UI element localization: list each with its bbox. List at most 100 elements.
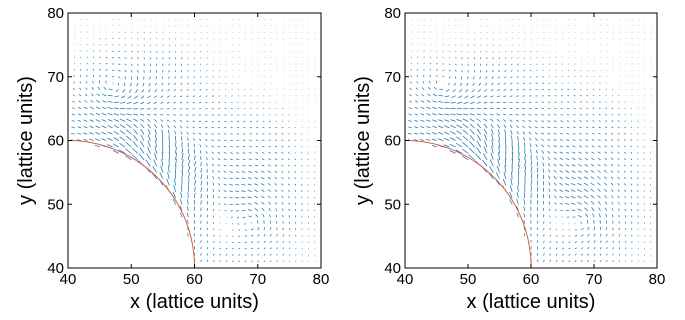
- velocity-arrow: [281, 158, 284, 161]
- velocity-arrow: [416, 81, 418, 84]
- velocity-arrow: [606, 240, 608, 243]
- velocity-arrow: [213, 234, 215, 237]
- velocity-arrow: [155, 140, 157, 148]
- velocity-arrow: [448, 70, 451, 72]
- velocity-arrow: [118, 70, 121, 72]
- velocity-arrow: [568, 241, 571, 243]
- velocity-arrow: [268, 145, 271, 148]
- velocity-arrow: [247, 177, 252, 180]
- velocity-arrow: [541, 120, 544, 122]
- velocity-arrow: [498, 134, 500, 141]
- velocity-arrow: [229, 190, 233, 192]
- velocity-arrow: [229, 152, 233, 154]
- velocity-arrow: [113, 107, 119, 110]
- velocity-arrow: [599, 247, 602, 250]
- velocity-arrow: [242, 152, 246, 154]
- velocity-arrow: [516, 125, 519, 129]
- velocity-arrow: [130, 70, 133, 73]
- velocity-arrow: [610, 164, 614, 167]
- velocity-arrow: [119, 118, 126, 122]
- velocity-arrow: [554, 202, 557, 205]
- velocity-arrow: [276, 253, 278, 256]
- velocity-arrow: [503, 172, 507, 180]
- velocity-arrow: [591, 157, 595, 161]
- velocity-arrow: [578, 151, 582, 154]
- velocity-arrow: [476, 128, 481, 135]
- velocity-arrow: [166, 101, 170, 104]
- velocity-arrow: [587, 240, 590, 243]
- velocity-arrow: [254, 183, 259, 186]
- velocity-arrow: [274, 170, 278, 173]
- velocity-arrow: [281, 177, 284, 180]
- velocity-arrow: [107, 119, 113, 122]
- x-axis-ticks-left: 40 50 60 70 80: [60, 13, 329, 288]
- velocity-arrow: [161, 89, 164, 92]
- velocity-arrow: [543, 240, 545, 243]
- velocity-arrow: [611, 195, 614, 199]
- velocity-arrow: [77, 113, 82, 116]
- velocity-arrow: [281, 152, 284, 154]
- x-tick-label: 60: [523, 271, 540, 288]
- velocity-arrow: [126, 113, 132, 116]
- velocity-arrow: [515, 119, 519, 122]
- velocity-arrow: [153, 101, 157, 104]
- velocity-arrow: [469, 129, 475, 135]
- velocity-arrow: [617, 195, 620, 199]
- velocity-arrow: [566, 126, 570, 129]
- velocity-arrow: [469, 135, 475, 141]
- velocity-arrow: [282, 247, 284, 250]
- velocity-arrow: [579, 126, 582, 129]
- velocity-arrow: [147, 146, 151, 154]
- velocity-arrow: [483, 146, 488, 154]
- velocity-arrow: [308, 260, 310, 262]
- velocity-arrow: [186, 101, 189, 104]
- velocity-arrow: [455, 63, 457, 66]
- velocity-arrow: [560, 126, 563, 129]
- velocity-arrow: [436, 69, 438, 71]
- velocity-arrow: [593, 247, 596, 250]
- velocity-arrow: [301, 165, 303, 167]
- velocity-arrow: [617, 164, 620, 167]
- velocity-arrow: [154, 124, 157, 129]
- velocity-arrow: [637, 177, 639, 180]
- velocity-arrow: [187, 199, 189, 205]
- velocity-arrow: [72, 107, 75, 110]
- velocity-arrow: [193, 138, 195, 141]
- velocity-arrow: [194, 173, 197, 180]
- velocity-arrow: [451, 95, 456, 98]
- velocity-arrow: [173, 185, 176, 192]
- velocity-arrow: [124, 76, 127, 80]
- velocity-arrow: [270, 253, 272, 256]
- velocity-arrow: [193, 76, 195, 78]
- velocity-arrow: [247, 202, 252, 205]
- velocity-arrow: [206, 247, 209, 250]
- velocity-arrow: [571, 209, 576, 212]
- velocity-arrow: [511, 152, 514, 161]
- velocity-arrow: [476, 147, 481, 154]
- velocity-arrow: [564, 189, 570, 192]
- velocity-arrow: [133, 113, 138, 116]
- velocity-arrow: [530, 186, 532, 192]
- velocity-arrow: [559, 189, 563, 192]
- velocity-arrow: [425, 138, 431, 141]
- velocity-arrow: [408, 120, 412, 122]
- velocity-arrow: [301, 190, 303, 192]
- velocity-arrow: [503, 124, 507, 129]
- velocity-arrow: [574, 235, 578, 237]
- velocity-arrow: [257, 254, 260, 256]
- velocity-arrow: [548, 194, 551, 199]
- velocity-arrow: [160, 95, 164, 98]
- velocity-arrow: [469, 113, 475, 116]
- velocity-arrow: [414, 126, 418, 129]
- velocity-arrow: [617, 170, 620, 173]
- velocity-arrow: [200, 44, 202, 46]
- velocity-arrow: [223, 171, 227, 173]
- velocity-arrow: [624, 145, 626, 148]
- velocity-arrow: [553, 169, 557, 173]
- velocity-arrow: [591, 151, 595, 154]
- velocity-arrow: [267, 170, 271, 173]
- velocity-arrow: [281, 183, 284, 186]
- velocity-arrow: [127, 95, 132, 99]
- velocity-arrow: [167, 95, 170, 98]
